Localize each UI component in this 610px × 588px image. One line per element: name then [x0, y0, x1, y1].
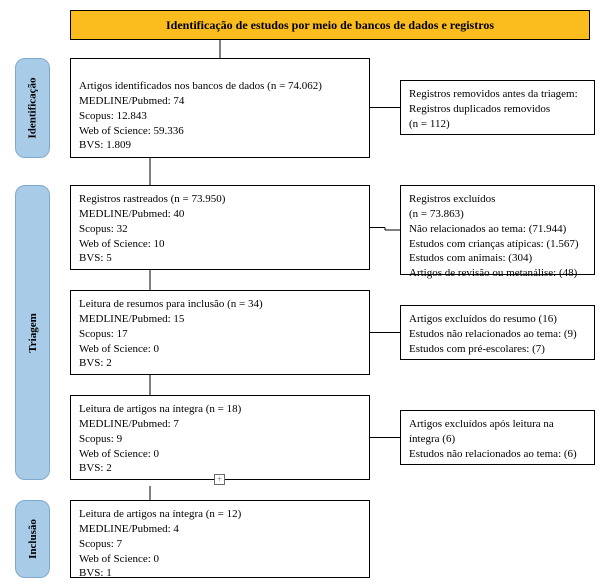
b5-l3: Scopus: 7	[79, 537, 361, 552]
b3-l4: Web of Science: 0	[79, 342, 361, 357]
r2-l3: Não relacionados ao tema: (71.944)	[409, 222, 586, 237]
header-title: Identificação de estudos por meio de ban…	[166, 18, 494, 33]
header-bar: Identificação de estudos por meio de ban…	[70, 10, 590, 40]
b2-l4: Web of Science: 10	[79, 237, 361, 252]
b2-l1: Registros rastreados (n = 73.950)	[79, 192, 361, 207]
b5-l4: Web of Science: 0	[79, 552, 361, 567]
expand-icon: +	[214, 474, 225, 485]
b4-l4: Web of Science: 0	[79, 447, 361, 462]
box-excluded-abstract: Artigos excluídos do resumo (16) Estudos…	[400, 305, 595, 360]
r2-l6: Artigos de revisão ou metanálise: (48)	[409, 266, 586, 281]
box-included: Leitura de artigos na íntegra (n = 12) M…	[70, 500, 370, 578]
r1-l1: Registros removidos antes da triagem:	[409, 87, 586, 102]
b5-l1: Leitura de artigos na íntegra (n = 12)	[79, 507, 361, 522]
b4-l3: Scopus: 9	[79, 432, 361, 447]
r4-l2: Estudos não relacionados ao tema: (6)	[409, 447, 586, 462]
side-label-screening: Triagem	[15, 185, 50, 480]
box-fulltext-read: Leitura de artigos na íntegra (n = 18) M…	[70, 395, 370, 480]
b1-l5: BVS: 1.809	[79, 138, 361, 153]
r1-l2: Registros duplicados removidos	[409, 102, 586, 117]
side-label-screening-text: Triagem	[27, 313, 39, 353]
box-identified: Artigos identificados nos bancos de dado…	[70, 58, 370, 158]
r4-l1: Artigos excluídos após leitura na íntegr…	[409, 417, 586, 447]
b4-l1: Leitura de artigos na íntegra (n = 18)	[79, 402, 361, 417]
r2-l4: Estudos com crianças atípicas: (1.567)	[409, 237, 586, 252]
b2-l2: MEDLINE/Pubmed: 40	[79, 207, 361, 222]
box-removed-before: Registros removidos antes da triagem: Re…	[400, 80, 595, 135]
box-screened: Registros rastreados (n = 73.950) MEDLIN…	[70, 185, 370, 270]
side-label-identification-text: Identificação	[27, 77, 39, 138]
side-label-inclusion: Inclusão	[15, 500, 50, 578]
r3-l3: Estudos com pré-escolares: (7)	[409, 342, 586, 357]
b1-l2: MEDLINE/Pubmed: 74	[79, 94, 361, 109]
b2-l3: Scopus: 32	[79, 222, 361, 237]
r1-l3: (n = 112)	[409, 117, 586, 132]
r2-l5: Estudos com animais: (304)	[409, 251, 586, 266]
r3-l1: Artigos excluídos do resumo (16)	[409, 312, 586, 327]
r2-l1: Registros excluídos	[409, 192, 586, 207]
b1-l4: Web of Science: 59.336	[79, 124, 361, 139]
b1-l3: Scopus: 12.843	[79, 109, 361, 124]
b3-l5: BVS: 2	[79, 356, 361, 371]
side-label-inclusion-text: Inclusão	[27, 519, 39, 559]
b5-l2: MEDLINE/Pubmed: 4	[79, 522, 361, 537]
r3-l2: Estudos não relacionados ao tema: (9)	[409, 327, 586, 342]
b3-l3: Scopus: 17	[79, 327, 361, 342]
b3-l1: Leitura de resumos para inclusão (n = 34…	[79, 297, 361, 312]
box-excluded-fulltext: Artigos excluídos após leitura na íntegr…	[400, 410, 595, 465]
b1-l1: Artigos identificados nos bancos de dado…	[79, 79, 361, 94]
b4-l2: MEDLINE/Pubmed: 7	[79, 417, 361, 432]
b5-l5: BVS: 1	[79, 566, 361, 581]
flowchart-canvas: Identificação de estudos por meio de ban…	[10, 10, 600, 578]
side-label-identification: Identificação	[15, 58, 50, 158]
box-abstract-read: Leitura de resumos para inclusão (n = 34…	[70, 290, 370, 375]
b3-l2: MEDLINE/Pubmed: 15	[79, 312, 361, 327]
b2-l5: BVS: 5	[79, 251, 361, 266]
r2-l2: (n = 73.863)	[409, 207, 586, 222]
box-excluded-screening: Registros excluídos (n = 73.863) Não rel…	[400, 185, 595, 275]
